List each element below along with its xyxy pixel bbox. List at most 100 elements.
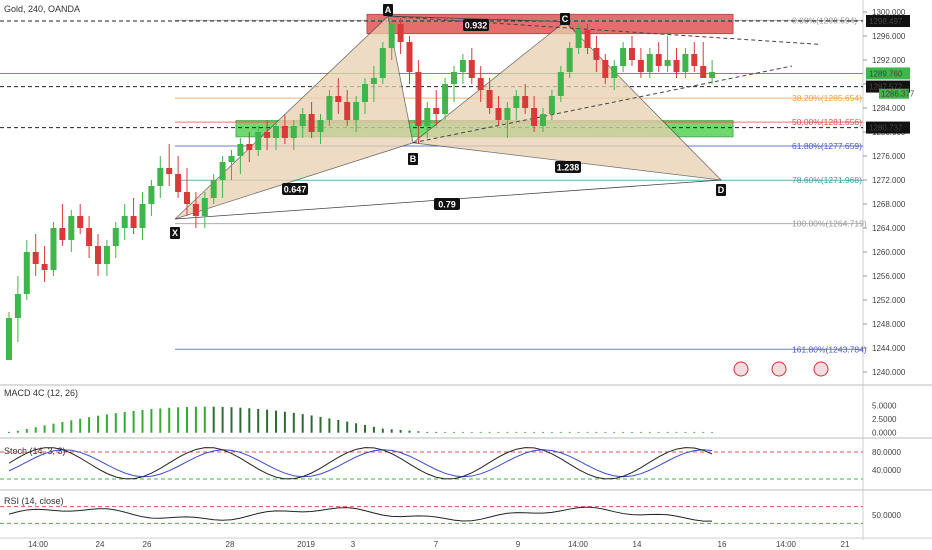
candle-body (415, 72, 422, 126)
candle-body (477, 78, 484, 90)
candle-body (468, 60, 475, 78)
price-badge-top-bg (866, 15, 910, 28)
pattern-point-label: B (410, 154, 417, 164)
candle-body (406, 42, 413, 72)
x-tick-label: 14:00 (776, 540, 797, 549)
candle-body (673, 60, 680, 72)
candle-body (121, 216, 128, 228)
candle-body (637, 60, 644, 72)
stoch-tick-label: 40.0000 (872, 466, 901, 475)
x-tick-label: 3 (351, 540, 356, 549)
ratio-badge (463, 19, 489, 31)
candle-body (290, 126, 297, 138)
x-tick-label: 21 (841, 540, 850, 549)
x-tick-label: 16 (718, 540, 727, 549)
candle-body (433, 108, 440, 114)
candle-body (41, 264, 48, 270)
ratio-label: 0.932 (465, 21, 488, 31)
candle-body (566, 48, 573, 72)
candle-body (95, 246, 101, 264)
candle-body (130, 216, 137, 228)
pattern-point-label: D (718, 185, 725, 195)
fib-level-label: 0.00%(1298.594) (792, 15, 857, 25)
x-tick-label: 14:00 (568, 540, 589, 549)
candle-body (531, 108, 538, 126)
candle-body (442, 84, 449, 114)
candle-body (219, 162, 226, 180)
price-badge-bottom: 1280.737 (869, 124, 903, 133)
ratio-label: 1.238 (557, 163, 580, 173)
candle-body (237, 144, 244, 156)
candle-body (23, 252, 30, 294)
candle-body (495, 108, 502, 120)
x-tick-label: 9 (516, 540, 521, 549)
candle-body (175, 174, 182, 192)
candle-body (157, 168, 164, 186)
candle-body (86, 228, 93, 246)
fib-level-label: 100.00%(1264.719) (792, 219, 867, 229)
candle-body (50, 228, 57, 270)
candle-body (32, 252, 39, 264)
candle-body (397, 24, 404, 42)
candle-body (362, 84, 368, 102)
candle-body (166, 168, 173, 174)
candle-body (691, 54, 698, 66)
candle-body (424, 108, 431, 126)
candle-body (335, 96, 342, 102)
ratio-badge (555, 161, 581, 173)
ac-line (387, 15, 566, 22)
candle-body (557, 72, 564, 96)
candle-body (112, 228, 119, 246)
candle-body (317, 120, 324, 132)
candle-body (388, 24, 395, 48)
candle-body (326, 96, 333, 120)
fib-level-label: 78.60%(1271.968) (792, 175, 862, 185)
candle-body (246, 144, 253, 150)
pattern-point-label: C (562, 14, 569, 24)
x-tick-label: 2019 (297, 540, 315, 549)
candle-body (370, 78, 377, 84)
price-badge-small: 1286.377 (881, 90, 915, 99)
candle-body (255, 132, 262, 150)
candle-body (682, 54, 689, 72)
macd-tick-label: 2.5000 (872, 415, 897, 424)
candle-body (139, 204, 146, 228)
y-tick-label: 1244.000 (872, 344, 906, 353)
candle-body (264, 132, 271, 138)
rsi-title: RSI (14, close) (4, 496, 64, 506)
y-tick-label: 1296.000 (872, 32, 906, 41)
price-badge-current: 1289.760 (869, 69, 903, 78)
chart-title: Gold, 240, OANDA (4, 4, 80, 14)
candle-body (299, 114, 306, 126)
candle-body (575, 30, 582, 48)
candle-body (655, 54, 662, 66)
candle-body (68, 216, 75, 240)
candle-body (548, 96, 555, 114)
price-badge-top: 1298.497 (869, 17, 903, 26)
x-tick-label: 14 (633, 540, 642, 549)
stoch-tick-label: 80.0000 (872, 448, 901, 457)
candle-body (602, 60, 609, 78)
pattern-point-label: A (385, 5, 392, 15)
xab-triangle (174, 15, 414, 220)
fib-level-label: 61.80%(1277.659) (792, 141, 862, 151)
x-tick-label: 26 (143, 540, 152, 549)
candle-body (664, 60, 671, 66)
candle-body (620, 48, 627, 66)
candle-body (103, 246, 110, 264)
x-tick-label: 24 (96, 540, 105, 549)
pattern-point-badge (170, 227, 180, 239)
y-tick-label: 1252.000 (872, 296, 906, 305)
candle-body (273, 126, 279, 138)
candle-body (148, 186, 155, 204)
rsi-line (8, 506, 713, 522)
y-tick-label: 1292.000 (872, 56, 906, 65)
stoch-d-line (8, 449, 713, 478)
candle-body (77, 216, 84, 228)
macd-tick-label: 5.0000 (872, 402, 897, 411)
ratio-badge (434, 198, 460, 210)
pattern-point-badge (408, 153, 418, 165)
ratio-label: 0.79 (438, 200, 456, 210)
